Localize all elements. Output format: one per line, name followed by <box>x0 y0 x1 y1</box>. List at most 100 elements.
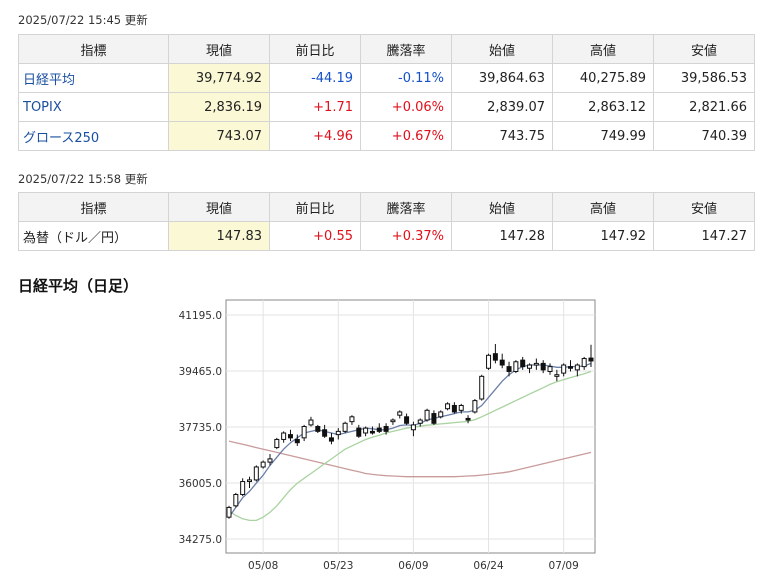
header-open: 始値 <box>451 192 553 222</box>
candle-body <box>349 416 355 423</box>
candle-body <box>226 506 232 518</box>
candle-body <box>547 366 553 372</box>
candle-body <box>356 427 362 437</box>
candle-body <box>397 411 403 416</box>
candle-body <box>246 479 252 483</box>
candle-body <box>240 481 246 495</box>
candle-body <box>253 466 259 481</box>
y-tick-label: 36005.0 <box>179 478 222 490</box>
candle-body <box>561 364 567 374</box>
candle-body <box>445 403 451 410</box>
current-value: 743.07 <box>168 121 270 151</box>
candle-body <box>328 437 334 442</box>
fx-table: 指標 現値 前日比 騰落率 始値 高値 安値 為替（ドル／円） 147.83 +… <box>18 192 755 251</box>
high-value: 749.99 <box>552 121 654 151</box>
candle-body <box>492 353 498 361</box>
x-tick-label: 07/09 <box>549 560 579 572</box>
y-tick-label: 39465.0 <box>179 366 222 378</box>
candle-body <box>438 411 444 418</box>
candle-body <box>404 416 410 424</box>
usd-jpy-name: 為替（ドル／円） <box>18 221 169 251</box>
candle-body <box>431 413 437 424</box>
high-value: 147.92 <box>552 221 654 251</box>
header-change: 前日比 <box>269 34 361 64</box>
table-header-row: 指標 現値 前日比 騰落率 始値 高値 安値 <box>18 192 755 222</box>
candle-body <box>410 424 416 431</box>
moving-average-long-line <box>228 440 592 478</box>
table-row: 為替（ドル／円） 147.83 +0.55 +0.37% 147.28 147.… <box>18 221 755 251</box>
table-header-row: 指標 現値 前日比 騰落率 始値 高値 安値 <box>18 34 755 64</box>
y-tick-label: 37735.0 <box>179 422 222 434</box>
candle-body <box>568 366 574 369</box>
x-tick-label: 06/24 <box>473 560 504 572</box>
candle-body <box>322 429 328 437</box>
header-current: 現値 <box>168 34 270 64</box>
candle-body <box>335 430 341 436</box>
candle-body <box>486 354 492 369</box>
low-value: 147.27 <box>653 221 755 251</box>
candle-body <box>274 438 280 449</box>
candle-body <box>301 426 307 439</box>
candle-body <box>363 427 369 434</box>
header-open: 始値 <box>451 34 553 64</box>
change-value: +1.71 <box>269 92 361 122</box>
header-change: 前日比 <box>269 192 361 222</box>
candle-body <box>233 493 239 507</box>
stock-updated-time: 2025/07/22 15:45 更新 <box>18 13 148 27</box>
candle-body <box>260 461 266 468</box>
candle-body <box>588 357 594 362</box>
candle-body <box>574 364 580 371</box>
candle-body <box>424 409 430 421</box>
x-tick-label: 05/08 <box>248 560 278 572</box>
header-current: 現値 <box>168 192 270 222</box>
candle-body <box>506 366 512 372</box>
candle-body <box>342 422 348 432</box>
candle-body <box>499 359 505 366</box>
current-value: 147.83 <box>168 221 270 251</box>
candle-body <box>458 404 464 411</box>
header-high: 高値 <box>552 192 654 222</box>
candle-body <box>479 375 485 400</box>
open-value: 147.28 <box>451 221 553 251</box>
rate-value: +0.37% <box>360 221 452 251</box>
change-value: -44.19 <box>269 63 361 93</box>
topix-link[interactable]: TOPIX <box>18 92 169 122</box>
header-rate: 騰落率 <box>360 34 452 64</box>
change-value: +4.96 <box>269 121 361 151</box>
x-tick-label: 05/23 <box>323 560 353 572</box>
candle-body <box>383 426 389 432</box>
low-value: 740.39 <box>653 121 755 151</box>
candle-body <box>554 374 560 377</box>
candle-body <box>540 362 546 371</box>
header-low: 安値 <box>653 34 755 64</box>
candle-body <box>267 458 273 463</box>
candle-body <box>520 359 526 368</box>
candle-body <box>472 400 478 413</box>
candle-body <box>281 432 287 440</box>
fx-updated-time: 2025/07/22 15:58 更新 <box>18 172 148 186</box>
stock-index-table: 指標 現値 前日比 騰落率 始値 高値 安値 日経平均 39,774.92 -4… <box>18 34 755 151</box>
candle-body <box>390 419 396 423</box>
candle-body <box>287 434 293 439</box>
candle-body <box>369 430 375 434</box>
candle-body <box>308 419 314 426</box>
moving-average-mid-line <box>228 370 592 522</box>
open-value: 2,839.07 <box>451 92 553 122</box>
candle-body <box>581 358 587 368</box>
candle-body <box>417 419 423 424</box>
high-value: 40,275.89 <box>552 63 654 93</box>
growth250-link[interactable]: グロース250 <box>18 121 169 151</box>
table-row: グロース250 743.07 +4.96 +0.67% 743.75 749.9… <box>18 121 755 151</box>
candle-body <box>527 364 533 369</box>
candle-body <box>465 417 471 421</box>
header-low: 安値 <box>653 192 755 222</box>
rate-value: +0.67% <box>360 121 452 151</box>
candle-body <box>451 404 457 413</box>
low-value: 2,821.66 <box>653 92 755 122</box>
chart-title: 日経平均（日足） <box>18 277 139 295</box>
open-value: 39,864.63 <box>451 63 553 93</box>
x-tick-label: 06/09 <box>398 560 428 572</box>
candle-body <box>376 427 382 432</box>
open-value: 743.75 <box>451 121 553 151</box>
